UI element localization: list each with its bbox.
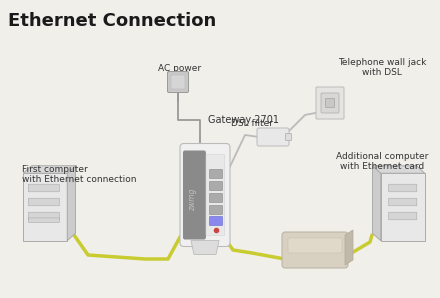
FancyBboxPatch shape	[316, 87, 344, 119]
FancyBboxPatch shape	[321, 93, 339, 113]
FancyBboxPatch shape	[209, 193, 223, 203]
FancyBboxPatch shape	[29, 198, 59, 206]
FancyBboxPatch shape	[209, 206, 223, 215]
Polygon shape	[191, 240, 219, 254]
FancyBboxPatch shape	[288, 238, 342, 253]
Polygon shape	[381, 173, 425, 241]
FancyBboxPatch shape	[389, 198, 417, 206]
Text: Additional computer
with Ethernet card: Additional computer with Ethernet card	[336, 152, 428, 171]
FancyBboxPatch shape	[209, 217, 223, 226]
Text: AC power: AC power	[158, 64, 202, 73]
FancyBboxPatch shape	[282, 232, 348, 268]
Text: Ethernet Connection: Ethernet Connection	[8, 12, 216, 30]
Polygon shape	[345, 230, 353, 265]
Text: DSL filter: DSL filter	[231, 119, 273, 128]
Polygon shape	[23, 173, 67, 241]
Polygon shape	[373, 166, 425, 173]
FancyBboxPatch shape	[389, 212, 417, 220]
FancyBboxPatch shape	[180, 144, 230, 246]
Text: Gateway 2701: Gateway 2701	[208, 115, 279, 125]
FancyBboxPatch shape	[29, 212, 59, 220]
FancyBboxPatch shape	[29, 184, 59, 192]
FancyBboxPatch shape	[206, 154, 225, 235]
Text: First computer
with Ethernet connection: First computer with Ethernet connection	[22, 165, 136, 184]
FancyBboxPatch shape	[257, 128, 289, 146]
FancyBboxPatch shape	[168, 72, 188, 92]
FancyBboxPatch shape	[209, 181, 223, 190]
FancyBboxPatch shape	[326, 99, 334, 108]
FancyBboxPatch shape	[286, 134, 291, 140]
Text: zwmg: zwmg	[188, 189, 198, 211]
Polygon shape	[67, 166, 76, 241]
Polygon shape	[373, 166, 381, 241]
FancyBboxPatch shape	[183, 150, 206, 240]
Text: Telephone wall jack
with DSL: Telephone wall jack with DSL	[338, 58, 426, 77]
FancyBboxPatch shape	[29, 218, 59, 223]
FancyBboxPatch shape	[209, 170, 223, 179]
FancyBboxPatch shape	[389, 184, 417, 192]
Polygon shape	[23, 166, 76, 173]
FancyBboxPatch shape	[171, 75, 185, 89]
